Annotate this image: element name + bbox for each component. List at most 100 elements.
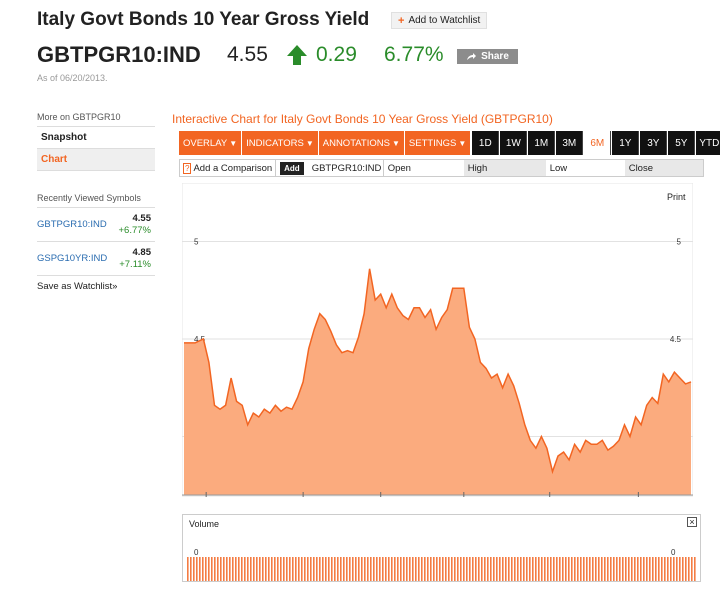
volume-bar bbox=[535, 557, 537, 581]
volume-bar bbox=[616, 557, 618, 581]
volume-bar bbox=[244, 557, 246, 581]
caret-down-icon: ▼ bbox=[458, 138, 467, 148]
volume-bar bbox=[406, 557, 408, 581]
volume-bar bbox=[517, 557, 519, 581]
volume-bar bbox=[295, 557, 297, 581]
plus-icon: + bbox=[398, 14, 405, 27]
volume-bar bbox=[532, 557, 534, 581]
volume-bar bbox=[286, 557, 288, 581]
volume-bar bbox=[226, 557, 228, 581]
add-button[interactable]: Add bbox=[280, 161, 304, 175]
add-comparison-button[interactable]: ? Add a Comparison bbox=[180, 160, 277, 176]
recent-symbol-link[interactable]: GSPG10YR:IND bbox=[37, 253, 108, 264]
close-icon[interactable]: × bbox=[687, 517, 697, 527]
volume-bar bbox=[271, 557, 273, 581]
volume-bar bbox=[490, 557, 492, 581]
add-to-watchlist-button[interactable]: + Add to Watchlist bbox=[391, 12, 488, 29]
caret-down-icon: ▼ bbox=[305, 138, 314, 148]
volume-bar bbox=[691, 557, 693, 581]
recent-symbol-row: GSPG10YR:IND 4.85 +7.11% bbox=[37, 242, 155, 276]
volume-bar bbox=[412, 557, 414, 581]
volume-bar bbox=[601, 557, 603, 581]
volume-bar bbox=[241, 557, 243, 581]
annotations-menu[interactable]: ANNOTATIONS ▼ bbox=[318, 131, 405, 155]
as-of-date: As of 06/20/2013. bbox=[37, 73, 108, 83]
volume-bar bbox=[472, 557, 474, 581]
range-3m-button[interactable]: 3M bbox=[556, 131, 584, 155]
volume-bar bbox=[352, 557, 354, 581]
volume-bar bbox=[664, 557, 666, 581]
volume-bar bbox=[574, 557, 576, 581]
volume-bar bbox=[523, 557, 525, 581]
recent-symbol-link[interactable]: GBTPGR10:IND bbox=[37, 219, 107, 230]
volume-bar bbox=[592, 557, 594, 581]
recent-symbols-heading: Recently Viewed Symbols bbox=[37, 193, 155, 208]
range-3y-button[interactable]: 3Y bbox=[640, 131, 668, 155]
y-tick-label-right: 5 bbox=[677, 238, 682, 247]
range-6m-button[interactable]: 6M bbox=[584, 131, 612, 155]
volume-bar bbox=[448, 557, 450, 581]
range-ytd-button[interactable]: YTD bbox=[696, 131, 720, 155]
volume-bar bbox=[445, 557, 447, 581]
volume-bar bbox=[643, 557, 645, 581]
range-1y-button[interactable]: 1Y bbox=[612, 131, 640, 155]
volume-bar bbox=[511, 557, 513, 581]
sidebar-heading: More on GBTPGR10 bbox=[37, 112, 155, 127]
y-tick-label-left: 4.5 bbox=[194, 335, 206, 344]
volume-bar bbox=[343, 557, 345, 581]
range-1w-button[interactable]: 1W bbox=[500, 131, 528, 155]
volume-bar bbox=[211, 557, 213, 581]
caret-down-icon: ▼ bbox=[391, 138, 400, 148]
overlay-menu[interactable]: OVERLAY ▼ bbox=[179, 131, 243, 155]
volume-bar bbox=[388, 557, 390, 581]
save-as-watchlist-link[interactable]: Save as Watchlist» bbox=[37, 281, 118, 292]
sidebar-item-chart[interactable]: Chart bbox=[37, 149, 155, 171]
volume-bar bbox=[607, 557, 609, 581]
volume-bar bbox=[289, 557, 291, 581]
volume-bar bbox=[604, 557, 606, 581]
volume-bar bbox=[292, 557, 294, 581]
recent-symbol-price: 4.55 bbox=[132, 213, 152, 224]
volume-bar bbox=[688, 557, 690, 581]
print-link[interactable]: Print bbox=[667, 192, 686, 202]
range-1d-button[interactable]: 1D bbox=[472, 131, 500, 155]
indicators-menu[interactable]: INDICATORS ▼ bbox=[242, 131, 319, 155]
volume-bar bbox=[529, 557, 531, 581]
volume-bar bbox=[493, 557, 495, 581]
volume-bar bbox=[619, 557, 621, 581]
volume-zero-left: 0 bbox=[194, 548, 199, 557]
volume-bar bbox=[520, 557, 522, 581]
yield-area bbox=[184, 268, 691, 495]
volume-bar bbox=[322, 557, 324, 581]
volume-bar bbox=[418, 557, 420, 581]
volume-bar bbox=[625, 557, 627, 581]
volume-bar bbox=[193, 557, 195, 581]
price-change-percent: 6.77% bbox=[384, 43, 444, 66]
volume-bar bbox=[580, 557, 582, 581]
range-5y-button[interactable]: 5Y bbox=[668, 131, 696, 155]
volume-bar bbox=[382, 557, 384, 581]
volume-bar bbox=[214, 557, 216, 581]
add-to-watchlist-label: Add to Watchlist bbox=[408, 15, 481, 26]
range-1m-button[interactable]: 1M bbox=[528, 131, 556, 155]
volume-bar bbox=[220, 557, 222, 581]
comparison-symbol-field[interactable]: GBTPGR10:IND bbox=[308, 160, 384, 176]
settings-menu[interactable]: SETTINGS ▼ bbox=[404, 131, 472, 155]
volume-bar bbox=[307, 557, 309, 581]
volume-bar bbox=[571, 557, 573, 581]
volume-bar bbox=[613, 557, 615, 581]
share-button[interactable]: Share bbox=[457, 49, 518, 64]
volume-bar bbox=[367, 557, 369, 581]
volume-bar bbox=[421, 557, 423, 581]
volume-bar bbox=[655, 557, 657, 581]
volume-bar bbox=[277, 557, 279, 581]
volume-bar bbox=[346, 557, 348, 581]
help-icon: ? bbox=[183, 162, 192, 174]
volume-zero-right: 0 bbox=[671, 548, 676, 557]
volume-bar bbox=[370, 557, 372, 581]
volume-bar bbox=[316, 557, 318, 581]
volume-bar bbox=[478, 557, 480, 581]
sidebar-item-snapshot[interactable]: Snapshot bbox=[37, 127, 155, 149]
price-chart[interactable]: 444.54.5552013FEBMARAPRMAYJUN bbox=[182, 183, 693, 498]
